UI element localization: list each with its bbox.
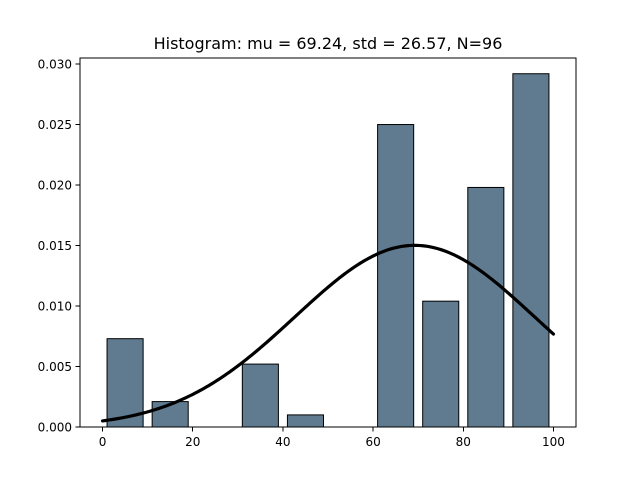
histogram-bar [512,73,550,428]
x-tick-label: 40 [275,435,290,449]
histogram-bar [467,186,505,428]
histogram-bar [106,338,144,428]
y-tick-label: 0.020 [38,179,72,193]
y-tick-label: 0.030 [38,58,72,72]
x-tick-label: 0 [99,435,107,449]
histogram-bar [377,124,415,428]
y-axis: 0.000 0.005 0.010 0.015 0.020 0.025 0.030 [38,58,80,435]
plot-frame [79,57,577,428]
y-tick-label: 0.015 [38,239,72,253]
x-tick-label: 20 [185,435,200,449]
x-tick-label: 80 [456,435,471,449]
normal-curve-line [100,243,556,423]
bars-group [106,73,550,428]
histogram-bar [286,414,324,428]
x-axis: 0 20 40 60 80 100 [99,427,565,449]
histogram-bar [422,300,460,428]
y-tick-label: 0.025 [38,118,72,132]
y-tick-label: 0.000 [38,421,72,435]
normal-curve-group [100,243,556,423]
x-tick-label: 60 [365,435,380,449]
y-tick-label: 0.010 [38,300,72,314]
chart-title: Histogram: mu = 69.24, std = 26.57, N=96 [154,34,503,53]
x-tick-label: 100 [542,435,565,449]
histogram-bar [241,363,279,428]
y-tick-label: 0.005 [38,360,72,374]
